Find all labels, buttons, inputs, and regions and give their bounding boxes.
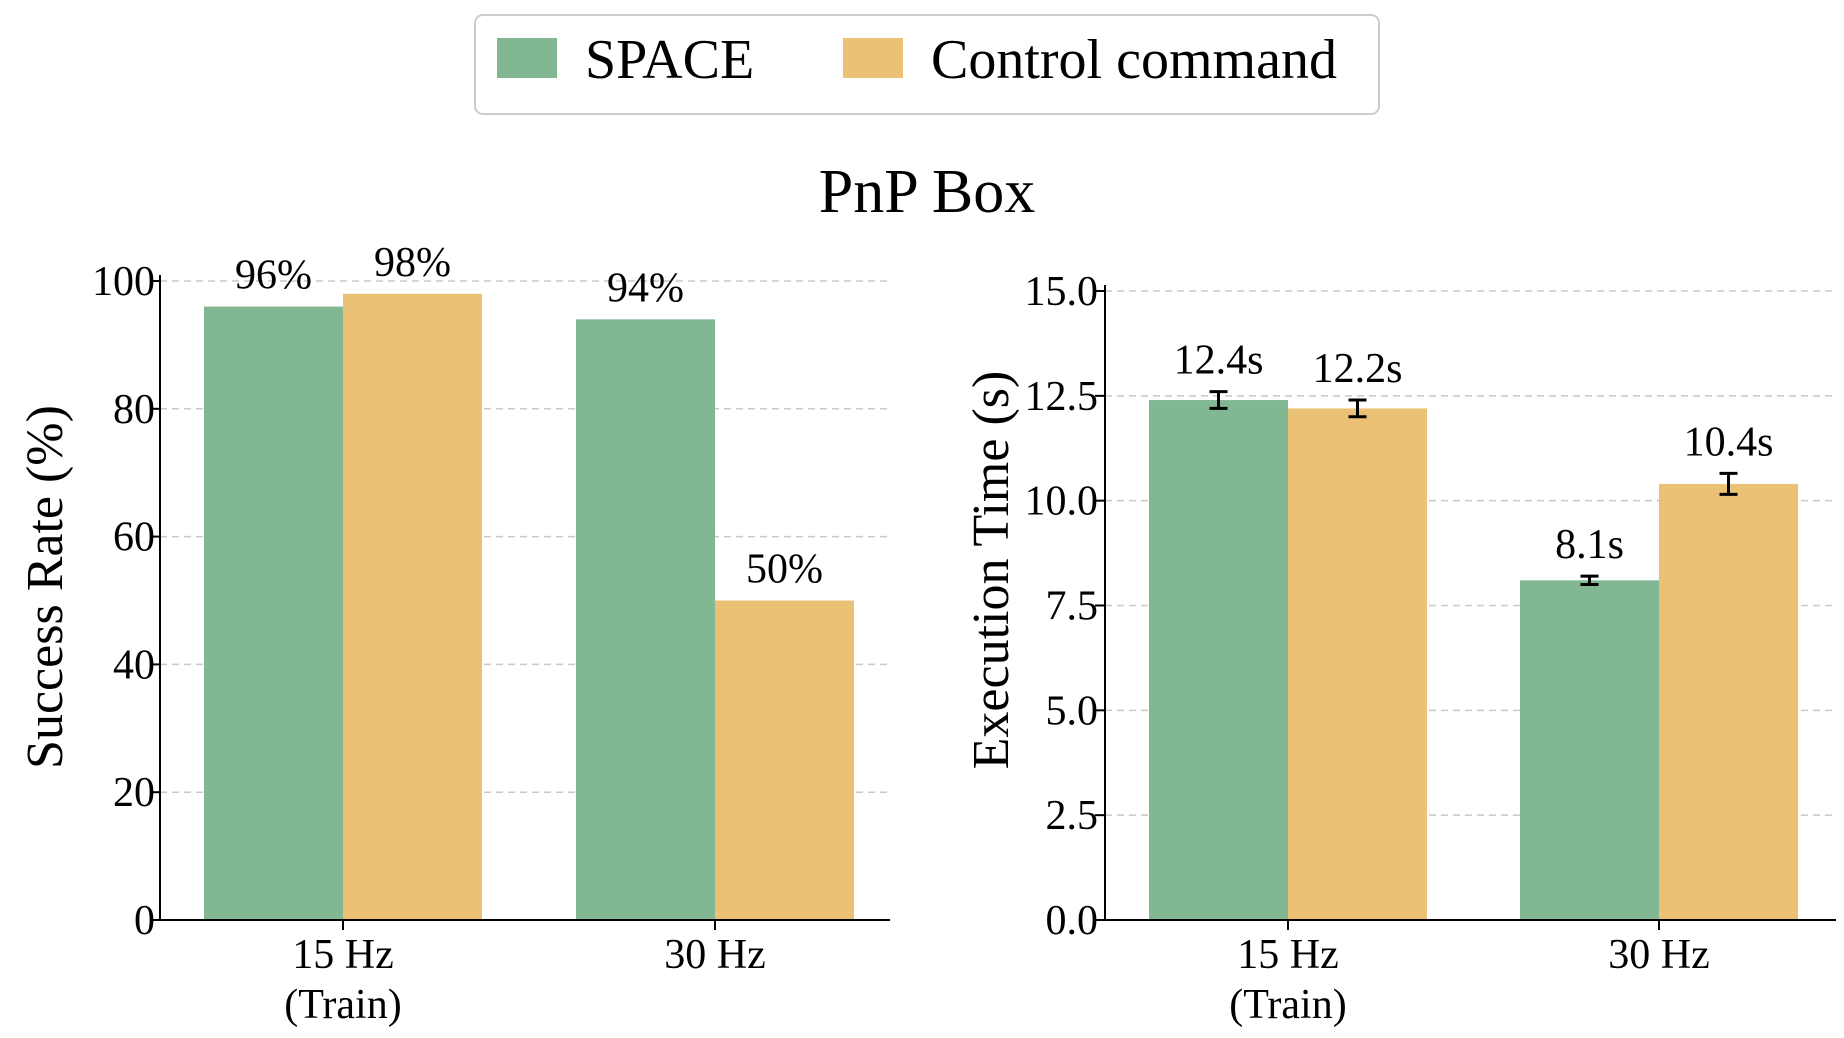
success-rate-x-tick-label: (Train) bbox=[284, 982, 401, 1028]
success-rate-y-tick-label: 100 bbox=[92, 259, 155, 305]
success-rate-x-tick-label: 15 Hz bbox=[292, 932, 393, 978]
legend-frame bbox=[474, 14, 1380, 115]
success-rate-bar bbox=[343, 293, 482, 920]
success-rate-y-tick-label: 60 bbox=[113, 515, 155, 561]
execution-time-y-tick-label: 12.5 bbox=[1025, 374, 1099, 420]
success-rate-data-label: 94% bbox=[607, 265, 684, 311]
execution-time-bar bbox=[1659, 483, 1798, 920]
success-rate-y-tick-label: 20 bbox=[113, 770, 155, 816]
success-rate-y-tick-label: 80 bbox=[113, 387, 155, 433]
success-rate-axes bbox=[159, 275, 890, 921]
success-rate-bars bbox=[204, 293, 854, 921]
execution-time-y-tick-label: 5.0 bbox=[1046, 688, 1099, 734]
execution-time-data-label: 8.1s bbox=[1555, 522, 1624, 568]
legend-label-space: SPACE bbox=[585, 29, 754, 91]
execution-time-x-tick-label: 15 Hz bbox=[1237, 932, 1338, 978]
execution-time-x-tick-label: (Train) bbox=[1229, 982, 1346, 1028]
execution-time-bar bbox=[1520, 580, 1659, 920]
execution-time-error-bars bbox=[1209, 390, 1738, 587]
execution-time-y-tick-label: 2.5 bbox=[1046, 793, 1099, 839]
success-rate-x-tick-label: 30 Hz bbox=[664, 932, 765, 978]
execution-time-y-tick-label: 10.0 bbox=[1025, 479, 1099, 525]
success-rate-data-label: 96% bbox=[235, 253, 312, 299]
success-rate-bar bbox=[576, 319, 715, 921]
success-rate-bar bbox=[204, 306, 343, 920]
execution-time-ticks: 0.0 2.5 5.0 7.5 10.0 12.5 15.0 15 Hz(Train) 30 H… bbox=[1025, 269, 1710, 1028]
execution-time-data-label: 10.4s bbox=[1684, 419, 1774, 465]
execution-time-data-label: 12.2s bbox=[1313, 346, 1403, 392]
execution-time-data-label: 12.4s bbox=[1174, 338, 1264, 384]
success-rate-data-label: 50% bbox=[746, 547, 823, 593]
execution-time-bars bbox=[1149, 400, 1798, 920]
execution-time-y-tick-label: 15.0 bbox=[1025, 269, 1099, 315]
success-rate-chart: 0 20 40 60 80 100 15 Hz(Train) 30 Hz 96% 94% 98% 5… bbox=[17, 240, 890, 1028]
success-rate-ticks: 0 20 40 60 80 100 15 Hz(Train) 30 Hz bbox=[92, 259, 766, 1028]
legend-swatch-control bbox=[843, 38, 903, 78]
legend: SPACE Control command bbox=[474, 14, 1380, 115]
execution-time-y-tick-label: 0.0 bbox=[1046, 898, 1099, 944]
success-rate-y-tick-label: 40 bbox=[113, 642, 155, 688]
success-rate-y-tick-label: 0 bbox=[134, 898, 155, 944]
execution-time-y-tick-label: 7.5 bbox=[1046, 584, 1099, 630]
execution-time-bar bbox=[1149, 400, 1288, 920]
legend-swatch-space bbox=[497, 38, 557, 78]
legend-label-control: Control command bbox=[931, 29, 1337, 91]
execution-time-data-labels: 12.4s 8.1s 12.2s 10.4s bbox=[1174, 338, 1774, 569]
success-rate-y-axis-label: Success Rate (%) bbox=[17, 405, 74, 769]
figure-title: PnP Box bbox=[819, 158, 1036, 226]
execution-time-chart: 0.0 2.5 5.0 7.5 10.0 12.5 15.0 15 Hz(Train) 30 H… bbox=[963, 269, 1836, 1028]
execution-time-bar bbox=[1288, 408, 1427, 920]
success-rate-data-label: 98% bbox=[374, 240, 451, 286]
success-rate-data-labels: 96% 94% 98% 50% bbox=[235, 240, 823, 593]
execution-time-y-axis-label: Execution Time (s) bbox=[963, 371, 1020, 770]
execution-time-x-tick-label: 30 Hz bbox=[1608, 932, 1709, 978]
success-rate-bar bbox=[715, 600, 854, 920]
